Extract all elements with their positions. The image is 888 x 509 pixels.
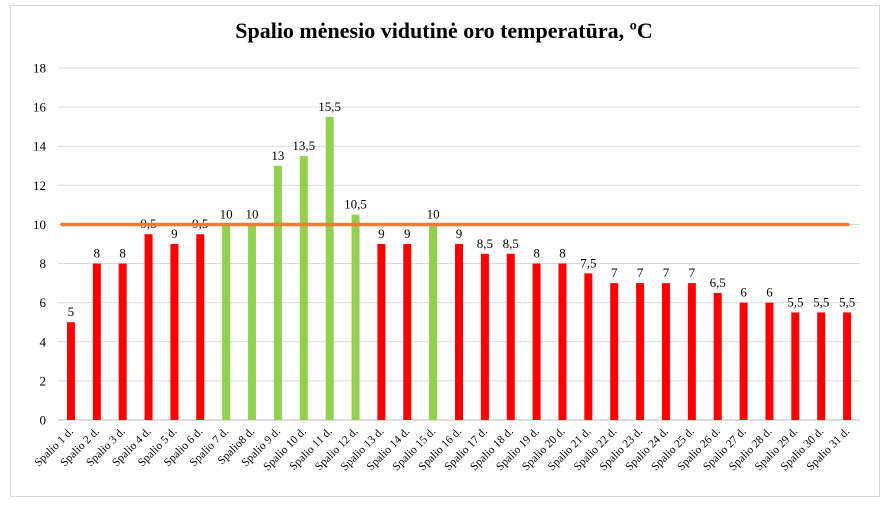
bar [739,302,748,420]
data-label: 6 [740,285,747,300]
y-tick-label: 18 [33,61,46,76]
bar [144,234,153,420]
data-label: 7 [637,265,644,280]
bar [403,244,412,420]
bar [118,263,127,420]
bar [455,244,463,420]
bar [765,302,774,420]
x-axis-tick-labels: Spalio 1 d.Spalio 2 d.Spalio 3 d.Spalio … [33,426,853,474]
data-label: 7,5 [580,255,596,270]
data-label: 6,5 [710,275,726,290]
bar [817,312,826,420]
y-axis-tick-labels: 0 2 4 6 8 10 12 14 16 18 [33,61,47,428]
y-tick-label: 4 [40,334,47,349]
data-label: 9 [378,226,385,241]
bar [584,273,593,420]
bar [532,263,541,420]
bar [377,244,386,420]
data-label: 8 [559,246,566,261]
data-label: 7 [611,265,618,280]
bar [222,224,231,420]
data-label: 5,5 [813,294,829,309]
bar [325,116,334,420]
bar [480,253,489,420]
data-label: 8 [533,246,540,261]
data-label: 5,5 [839,294,855,309]
bar [170,244,179,420]
data-label: 5 [68,304,75,319]
data-label: 5,5 [787,294,803,309]
data-label: 6 [766,285,773,300]
bar [791,312,800,420]
bar [66,322,75,420]
data-label: 7 [689,265,696,280]
data-label: 13,5 [292,138,315,153]
data-label: 13 [271,148,284,163]
bar [273,165,282,420]
data-label: 9 [171,226,178,241]
data-label: 8 [119,246,126,261]
y-tick-label: 10 [33,217,46,232]
chart-frame [10,5,880,497]
data-label: 10 [427,206,440,221]
y-tick-label: 6 [40,295,47,310]
data-label: 10 [220,206,233,221]
chart-title: Spalio mėnesio vidutinė oro temperatūra,… [235,18,653,43]
data-label: 7 [663,265,670,280]
bar [196,234,205,420]
y-tick-label: 0 [40,413,47,428]
data-label: 15,5 [318,99,341,114]
data-label: 9 [456,226,463,241]
data-label: 10,5 [344,197,367,212]
data-label: 10 [246,206,259,221]
bars [66,116,852,420]
bar [558,263,567,420]
bar [351,214,360,420]
bar [92,263,101,420]
bar [636,283,645,420]
data-label: 9 [404,226,411,241]
y-tick-label: 12 [33,178,46,193]
bar [429,224,438,420]
bar [299,156,308,420]
bar [687,283,696,420]
y-tick-label: 2 [40,373,47,388]
bar [661,283,670,420]
y-tick-label: 14 [33,139,47,154]
data-labels: 5889,599,510101313,515,510,5991098,58,58… [68,99,856,319]
data-label: 8,5 [503,236,519,251]
bar [506,253,515,420]
bar [713,292,722,420]
bar [610,283,619,420]
data-label: 8 [94,246,101,261]
y-tick-label: 16 [33,100,47,115]
bar [843,312,852,420]
y-tick-label: 8 [40,256,47,271]
bar [248,224,257,420]
data-label: 8,5 [477,236,493,251]
